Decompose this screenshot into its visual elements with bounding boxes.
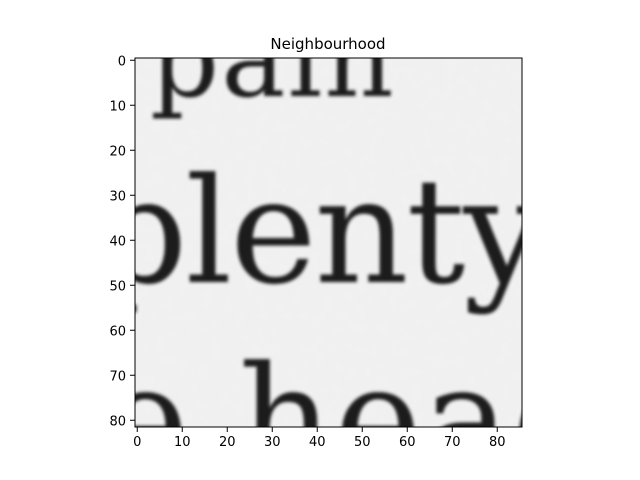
y-axis: 0 10 20 30 40 50 60 70 80 [109, 54, 135, 429]
y-tick-label: 50 [109, 279, 126, 294]
x-axis: 0 10 20 30 40 50 60 70 80 [133, 427, 506, 450]
image-text-top-line: pain [150, 0, 396, 122]
figure-title: Neighbourhood [270, 35, 385, 53]
y-tick-label: 70 [109, 369, 126, 384]
y-tick-label: 40 [109, 234, 126, 249]
plot-frame [134, 57, 523, 428]
image-text-middle-line: plenty [94, 147, 546, 317]
y-tick-label: 80 [109, 414, 126, 429]
y-tick-label: 60 [109, 324, 126, 339]
x-tick-label: 30 [264, 435, 281, 450]
x-tick-label: 70 [444, 435, 461, 450]
paper-texture [135, 58, 522, 427]
image-text-bottom-line: e head [102, 335, 608, 480]
x-tick-label: 80 [489, 435, 506, 450]
y-tick-label: 30 [109, 189, 126, 204]
x-tick-label: 10 [174, 435, 191, 450]
x-tick-label: 0 [133, 435, 141, 450]
y-tick-label: 0 [118, 54, 126, 69]
x-tick-label: 40 [309, 435, 326, 450]
y-tick-label: 20 [109, 144, 126, 159]
neighbourhood-image: pain plenty e head [94, 0, 608, 480]
x-tick-label: 50 [354, 435, 371, 450]
y-tick-label: 10 [109, 99, 126, 114]
x-tick-label: 20 [219, 435, 236, 450]
x-tick-label: 60 [399, 435, 416, 450]
